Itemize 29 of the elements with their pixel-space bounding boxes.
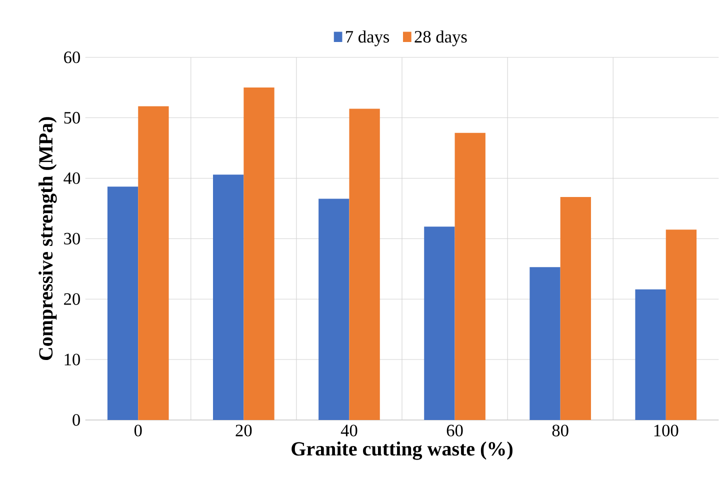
y-tick-label: 20 [64, 293, 80, 305]
bar [635, 289, 666, 420]
bar [424, 226, 455, 420]
bar [244, 88, 274, 420]
bar [530, 267, 560, 420]
x-tick-label: 100 [654, 424, 678, 436]
y-tick-label: 10 [64, 354, 80, 366]
bar [666, 230, 697, 420]
bar [318, 198, 350, 420]
y-tick-label: 40 [64, 172, 80, 184]
bar [349, 108, 380, 420]
x-tick-label: 0 [134, 424, 142, 436]
bar [560, 196, 591, 420]
x-axis-title: Granite cutting waste (%) [292, 442, 512, 460]
bar [454, 132, 486, 420]
y-tick-label: 60 [64, 51, 80, 64]
y-tick-label: 50 [64, 112, 80, 124]
bar [138, 106, 169, 420]
y-tick-label: 30 [64, 232, 80, 245]
bar [107, 186, 138, 420]
x-tick-label: 20 [236, 424, 252, 436]
x-tick-label: 80 [552, 424, 568, 436]
x-tick-label: 60 [446, 424, 463, 436]
x-tick-label: 40 [340, 424, 358, 436]
legend-label: 7 days [346, 30, 390, 46]
bar [213, 174, 244, 420]
y-axis-title: Compressive strength (MPa) [38, 117, 57, 360]
legend-label: 28 days [414, 30, 467, 46]
y-tick-label: 0 [72, 414, 80, 426]
